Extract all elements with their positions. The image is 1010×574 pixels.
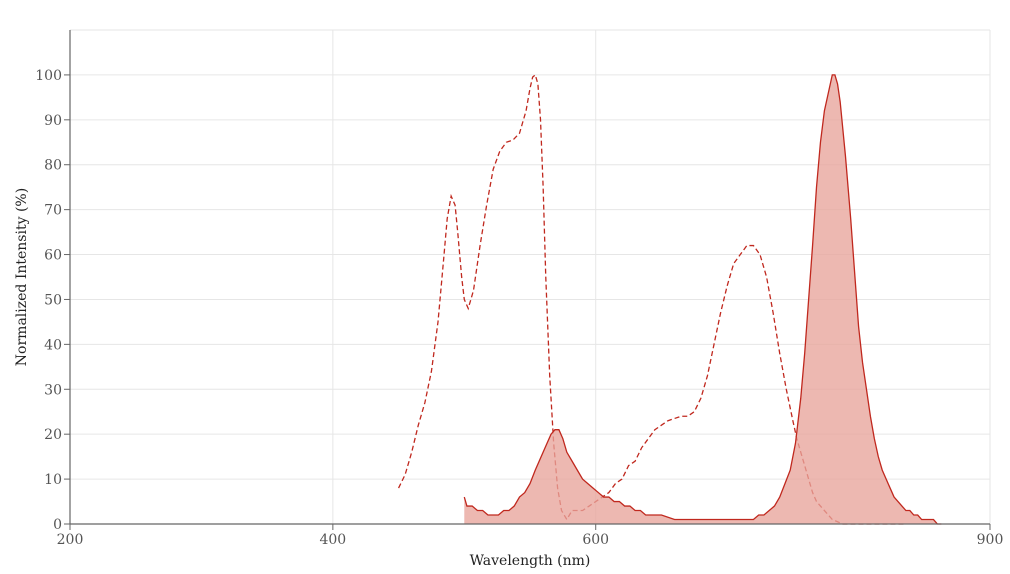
y-tick-label: 50 xyxy=(44,292,62,308)
y-tick-label: 70 xyxy=(44,203,62,219)
x-axis-title: Wavelength (nm) xyxy=(470,553,591,569)
y-axis-title: Normalized Intensity (%) xyxy=(14,188,30,366)
x-tick-label: 400 xyxy=(319,532,346,548)
x-tick-label: 900 xyxy=(977,532,1004,548)
y-tick-label: 10 xyxy=(44,472,62,488)
axes xyxy=(69,30,990,525)
y-tick-label: 0 xyxy=(53,517,62,533)
y-tick-label: 30 xyxy=(44,382,62,398)
y-tick-label: 100 xyxy=(35,68,62,84)
y-tick-label: 90 xyxy=(44,113,62,129)
grid xyxy=(70,29,991,524)
y-tick-label: 80 xyxy=(44,158,62,174)
y-tick-label: 60 xyxy=(44,248,62,264)
x-tick-label: 200 xyxy=(57,532,84,548)
y-tick-label: 20 xyxy=(44,427,62,443)
x-tick-label: 600 xyxy=(582,532,609,548)
series-layer xyxy=(397,73,942,525)
y-tick-label: 40 xyxy=(44,337,62,353)
tick-labels: 0 10 20 30 40 50 60 70 80 90 100 200 400 600 900 xyxy=(35,68,1003,548)
emission-line xyxy=(463,74,942,525)
emission-area xyxy=(464,74,942,524)
